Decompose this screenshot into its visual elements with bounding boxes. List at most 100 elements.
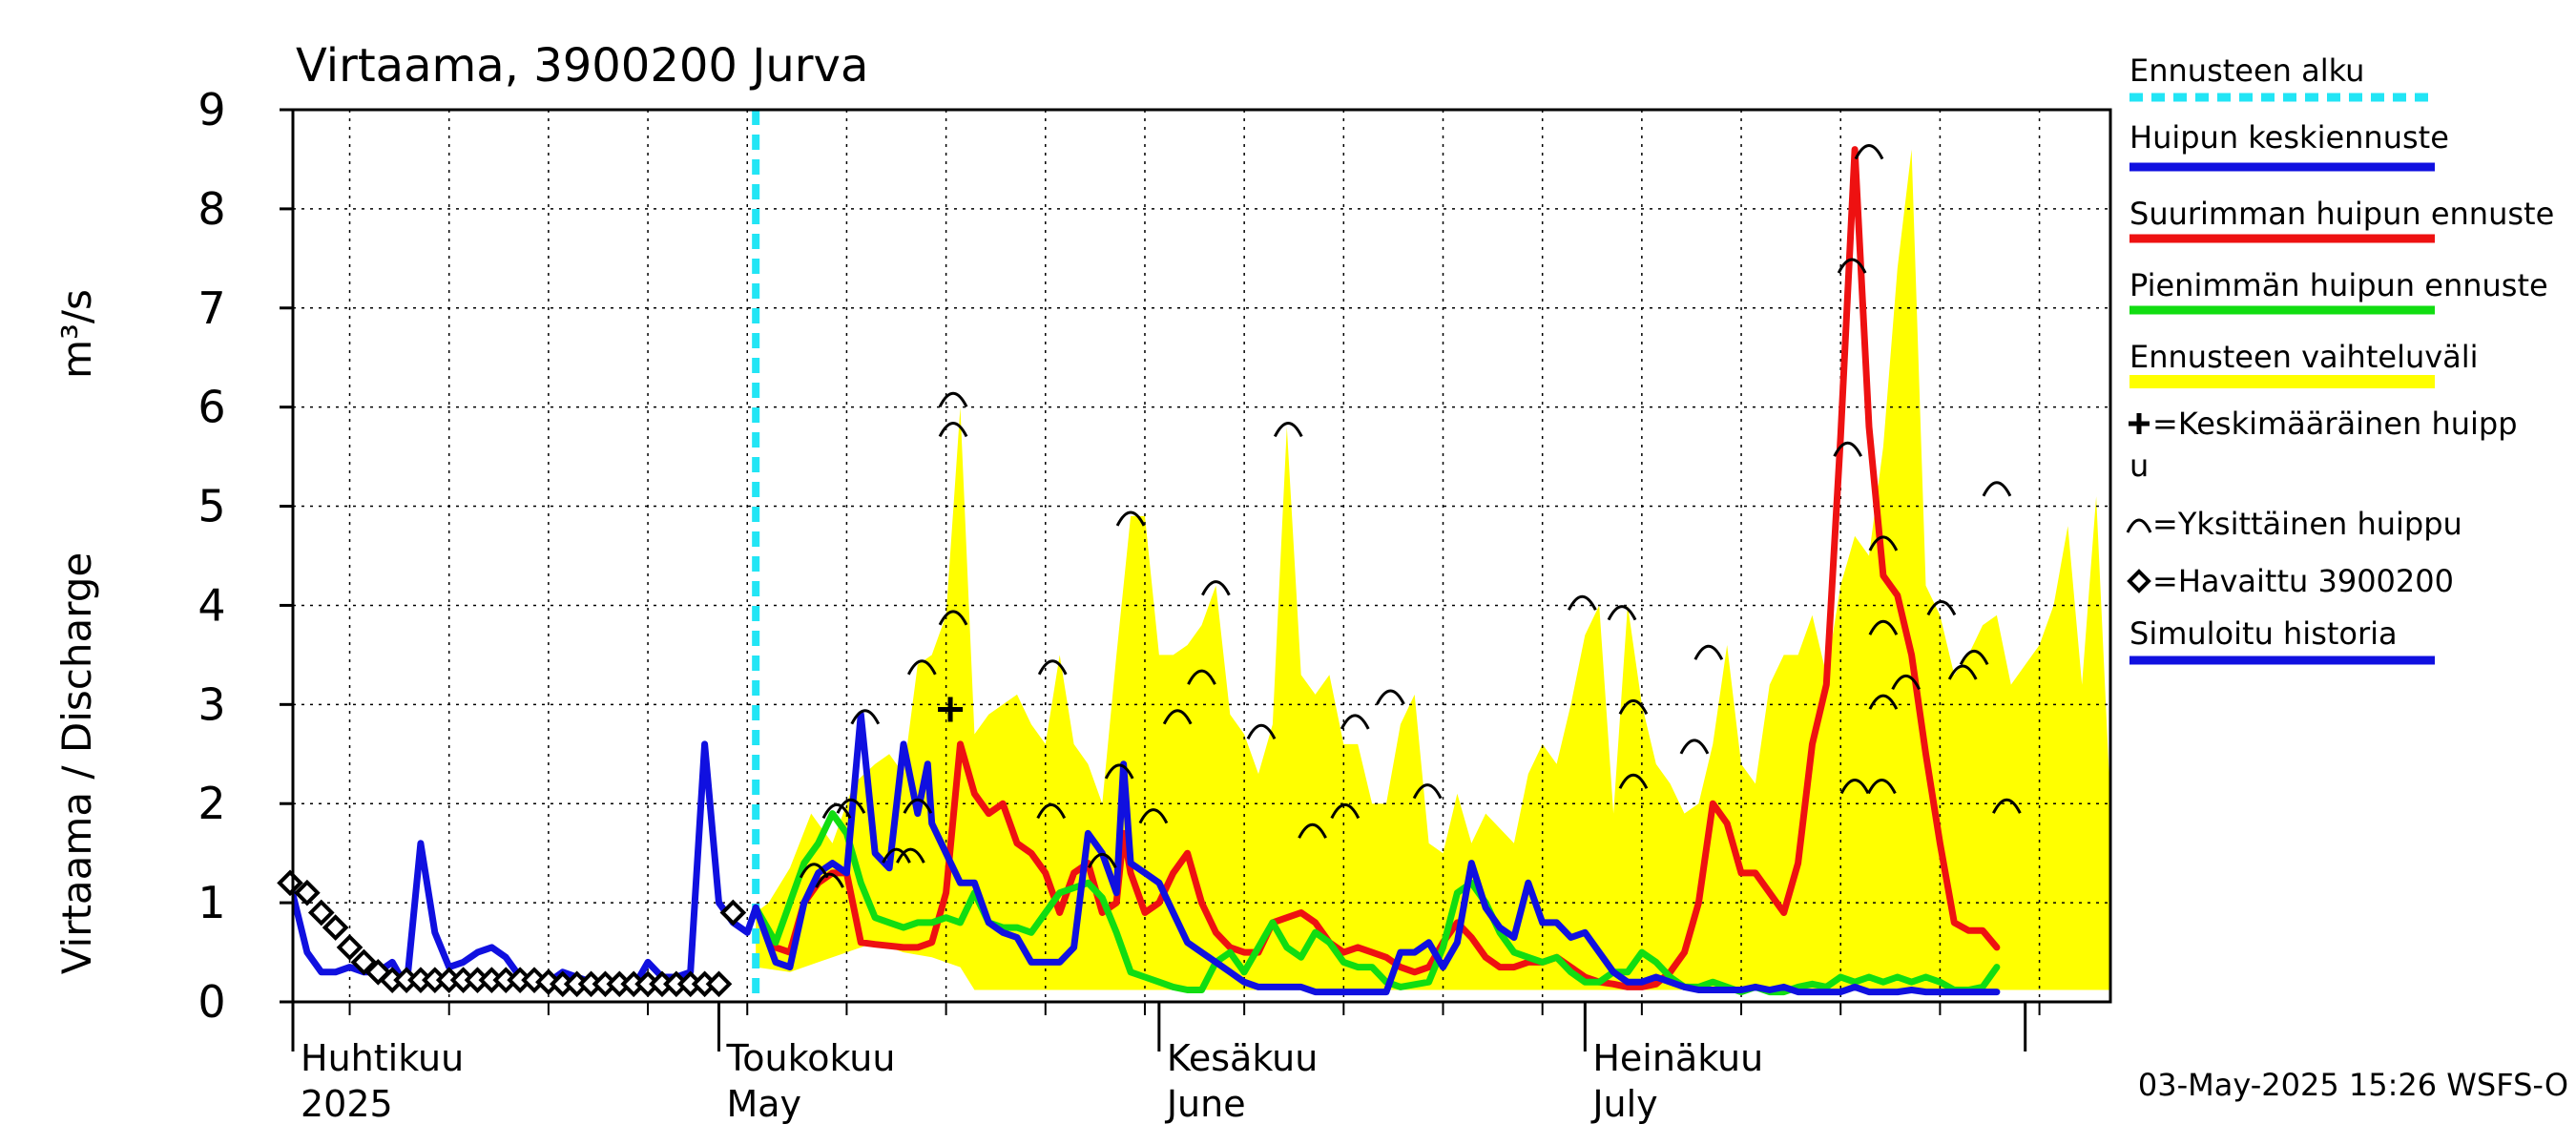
legend-label: =Yksittäinen huippu bbox=[2152, 506, 2462, 542]
y-axis-unit: m³/s bbox=[53, 289, 100, 379]
y-axis-label: Virtaama / Discharge bbox=[53, 552, 100, 975]
y-tick-label: 0 bbox=[197, 976, 225, 1028]
single-peak-marker bbox=[938, 421, 968, 438]
single-peak-marker bbox=[1959, 649, 1989, 666]
single-peak-marker bbox=[903, 798, 933, 814]
y-tick-label: 1 bbox=[197, 877, 225, 928]
single-peak-marker bbox=[938, 610, 968, 626]
single-peak-marker bbox=[1854, 144, 1884, 160]
observed-point bbox=[322, 914, 349, 941]
single-peak-marker bbox=[1330, 802, 1361, 820]
single-peak-marker bbox=[836, 798, 866, 814]
single-peak-marker bbox=[1693, 644, 1724, 660]
y-tick-label: 9 bbox=[197, 84, 225, 135]
single-peak-marker bbox=[1839, 778, 1870, 795]
single-peak-marker bbox=[1982, 481, 2012, 497]
x-month-label-fi: Heinäkuu bbox=[1592, 1037, 1763, 1079]
single-peak-marker bbox=[1867, 778, 1897, 795]
single-peak-marker bbox=[1037, 659, 1068, 676]
single-peak-marker bbox=[1568, 594, 1597, 611]
single-peak-marker bbox=[1618, 773, 1649, 789]
x-month-label-en: 2025 bbox=[301, 1083, 393, 1125]
y-tick-label: 6 bbox=[197, 382, 225, 433]
y-tick-label: 4 bbox=[197, 579, 225, 631]
single-peak-marker bbox=[815, 872, 844, 888]
single-peak-marker bbox=[1992, 798, 2022, 814]
legend-label: Simuloitu historia bbox=[2129, 615, 2398, 652]
y-tick-label: 3 bbox=[197, 678, 225, 730]
observed-point bbox=[294, 879, 321, 906]
single-peak-marker bbox=[1607, 605, 1637, 621]
observed-point bbox=[307, 899, 335, 926]
x-month-label-en: June bbox=[1165, 1083, 1246, 1125]
single-peak-marker bbox=[1201, 580, 1231, 596]
x-month-label-fi: Toukokuu bbox=[725, 1037, 895, 1079]
single-peak-marker bbox=[1868, 694, 1899, 710]
single-peak-marker bbox=[1837, 258, 1867, 274]
observed-point bbox=[277, 869, 303, 897]
observed-point bbox=[719, 899, 747, 926]
observed-point bbox=[364, 959, 392, 986]
legend-label: Huipun keskiennuste bbox=[2129, 119, 2449, 156]
series-line-simuloitu-historia bbox=[293, 740, 759, 990]
single-peak-marker bbox=[1273, 421, 1303, 438]
single-peak-marker bbox=[882, 847, 911, 864]
legend-label-cont: u bbox=[2129, 448, 2149, 484]
single-peak-marker bbox=[896, 847, 925, 864]
y-tick-label: 8 bbox=[197, 183, 225, 235]
single-peak-marker bbox=[1868, 619, 1899, 635]
observed-point bbox=[350, 948, 378, 976]
legend-label: Suurimman huipun ennuste bbox=[2129, 196, 2554, 232]
single-peak-marker bbox=[1162, 709, 1193, 725]
single-peak-marker bbox=[1138, 808, 1169, 824]
single-peak-marker bbox=[1298, 822, 1327, 839]
series-line-suurimman-huipun-ennuste bbox=[752, 146, 2001, 990]
single-peak-marker bbox=[906, 659, 937, 676]
y-tick-label: 7 bbox=[197, 282, 225, 334]
single-peak-markers bbox=[799, 144, 2022, 888]
timestamp: 03-May-2025 15:26 WSFS-O bbox=[2138, 1067, 2568, 1103]
legend-label: =Havaittu 3900200 bbox=[2152, 563, 2454, 599]
single-peak-marker bbox=[1868, 535, 1899, 552]
legend-plus-symbol bbox=[2129, 413, 2150, 434]
single-peak-marker bbox=[1246, 723, 1277, 739]
single-peak-marker bbox=[1115, 510, 1146, 527]
grid-lines bbox=[293, 110, 2110, 1002]
legend-diamond-symbol bbox=[2127, 569, 2151, 593]
legend-label: Pienimmän huipun ennuste bbox=[2129, 267, 2548, 303]
legend-arc-symbol bbox=[2126, 518, 2152, 533]
single-peak-marker bbox=[1036, 802, 1067, 820]
series-lines bbox=[293, 146, 2001, 996]
x-month-label-fi: Huhtikuu bbox=[301, 1037, 464, 1079]
single-peak-marker bbox=[1891, 674, 1922, 691]
chart-title: Virtaama, 3900200 Jurva bbox=[296, 39, 868, 93]
legend-label: Ennusteen vaihteluväli bbox=[2129, 339, 2479, 375]
single-peak-marker bbox=[1679, 739, 1710, 755]
mean-peak-marker bbox=[938, 697, 964, 722]
series-line-huipun-keskiennuste bbox=[752, 711, 2001, 996]
x-month-label-en: May bbox=[726, 1083, 801, 1125]
forecast-band-area bbox=[756, 149, 2110, 990]
single-peak-marker bbox=[1340, 714, 1370, 730]
single-peak-marker bbox=[1376, 689, 1405, 705]
forecast-range-band bbox=[756, 149, 2110, 990]
single-peak-marker bbox=[1618, 698, 1649, 716]
legend-label: Ennusteen alku bbox=[2129, 52, 2364, 89]
single-peak-marker bbox=[799, 863, 829, 879]
single-peak-marker bbox=[1187, 669, 1216, 685]
observed-point bbox=[705, 970, 733, 998]
y-tick-label: 5 bbox=[197, 481, 225, 532]
single-peak-marker bbox=[1833, 441, 1863, 457]
legend: Ennusteen alku Huipun keskiennuste Suurimm… bbox=[2126, 52, 2554, 665]
x-month-label-en: July bbox=[1590, 1083, 1657, 1125]
single-peak-marker bbox=[850, 709, 881, 725]
single-peak-marker bbox=[1104, 763, 1134, 780]
y-tick-label: 2 bbox=[197, 778, 225, 829]
x-month-label-fi: Kesäkuu bbox=[1167, 1037, 1319, 1079]
single-peak-marker bbox=[1926, 599, 1957, 616]
single-peak-marker bbox=[821, 802, 852, 820]
observed-point bbox=[336, 934, 364, 961]
observed-markers bbox=[277, 869, 747, 998]
